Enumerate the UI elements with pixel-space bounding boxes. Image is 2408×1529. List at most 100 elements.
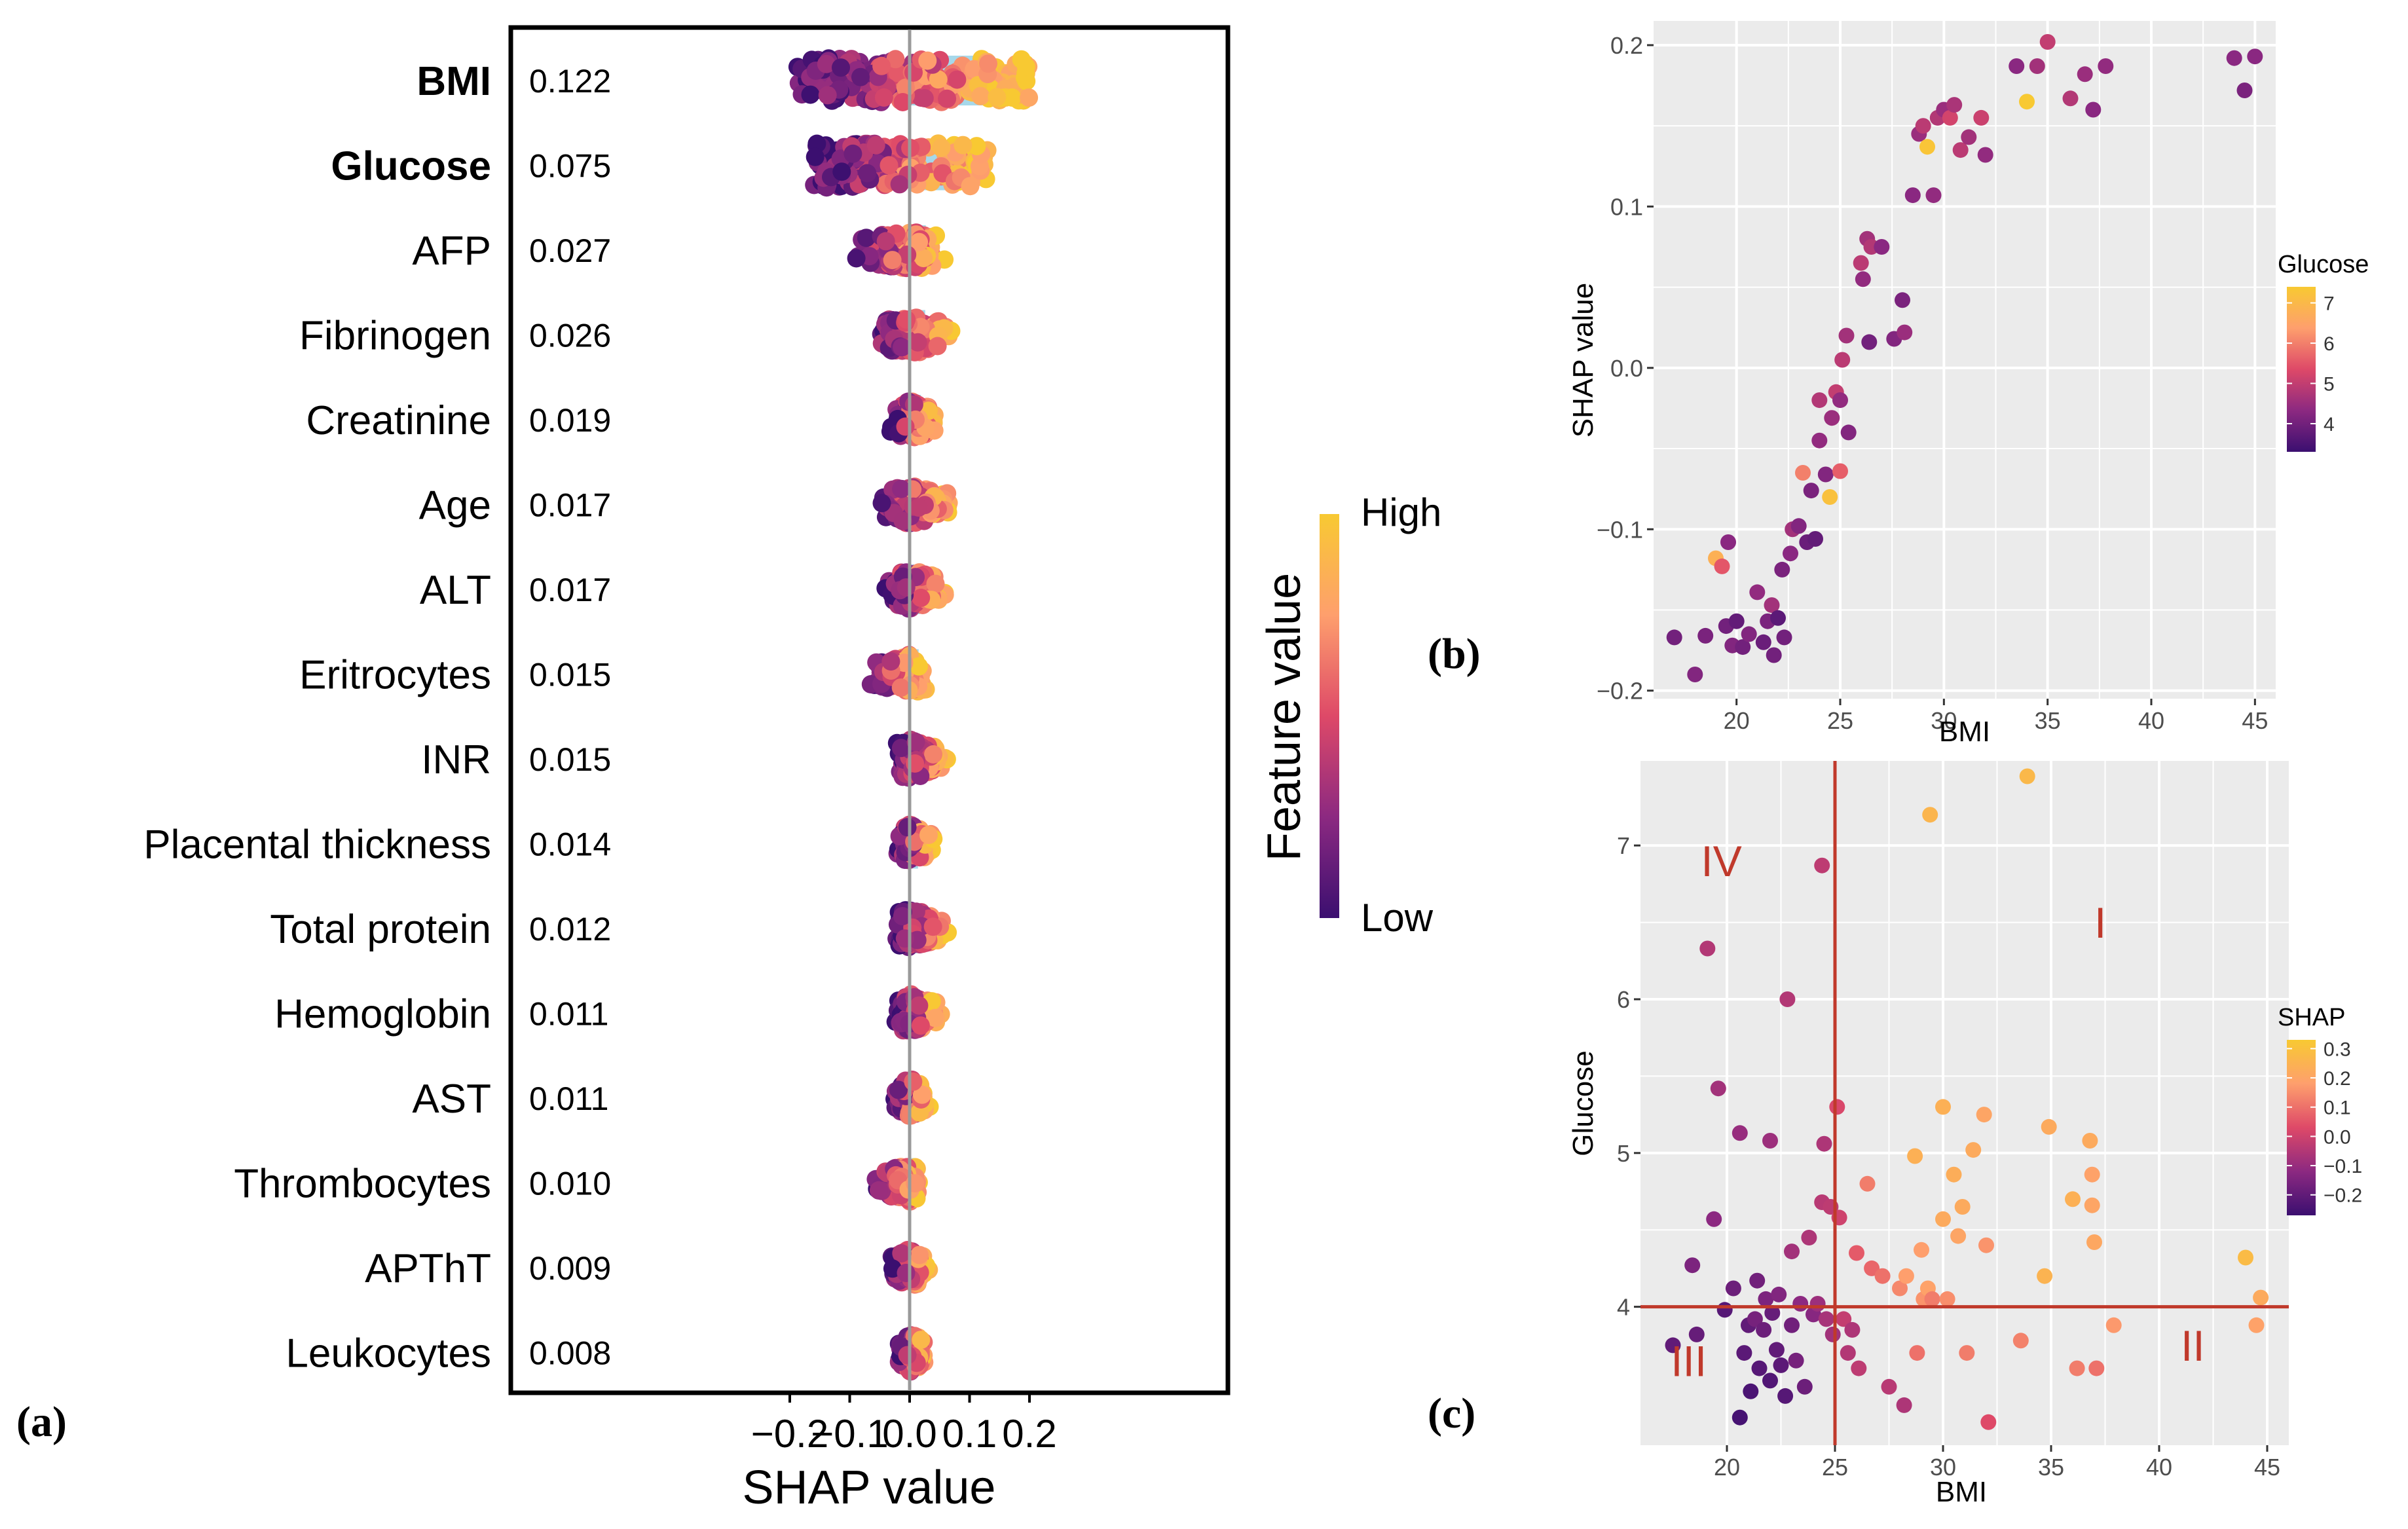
shap-point [932, 138, 951, 157]
scatter-point [1861, 334, 1878, 350]
shap-point [897, 1264, 916, 1282]
importance-value-label: 0.026 [529, 318, 611, 354]
shap-point [979, 54, 997, 73]
shap-point [909, 498, 928, 517]
shap-point [892, 479, 911, 498]
scatter-point [1688, 1326, 1705, 1342]
feature-name-label: Placental thickness [143, 822, 491, 868]
scatter-point [1952, 142, 1969, 158]
scatter-point [1836, 1311, 1852, 1327]
scatter-point [1840, 1345, 1856, 1361]
shap-point [832, 58, 850, 77]
scatter-point [2062, 90, 2079, 107]
shap-point [929, 70, 948, 89]
shap-point [891, 678, 910, 697]
panel-c-xlabel: BMI [1936, 1476, 1987, 1508]
x-tick-label: 45 [2242, 707, 2268, 734]
colorbar-gradient [2287, 1040, 2316, 1215]
x-tick-label: 25 [1827, 707, 1853, 734]
scatter-point [1790, 518, 1807, 534]
colorbar-title: SHAP [2278, 1004, 2345, 1031]
shap-point [889, 1080, 908, 1099]
shap-point [924, 745, 943, 764]
scatter-point [1924, 1291, 1940, 1307]
scatter-point [1762, 1372, 1778, 1389]
scatter-point [2088, 1360, 2105, 1376]
x-tick-label: 45 [2254, 1454, 2280, 1481]
colorbar-tick-label: 7 [2324, 293, 2335, 315]
scatter-point [1728, 613, 1745, 629]
scatter-point [1965, 1142, 1982, 1158]
shap-point [892, 1244, 911, 1262]
scatter-point [2012, 1333, 2029, 1349]
importance-value-label: 0.010 [529, 1166, 611, 1202]
colorbar-title: Glucose [2278, 251, 2369, 278]
shap-point [893, 511, 912, 530]
shap-point [926, 1008, 945, 1027]
scatter-point [1749, 584, 1766, 600]
scatter-point [1776, 629, 1792, 646]
importance-value-label: 0.019 [529, 402, 611, 439]
scatter-point [1832, 463, 1848, 479]
scatter-point [1774, 561, 1790, 578]
y-tick-label: 5 [1617, 1140, 1630, 1167]
scatter-point [1922, 807, 1938, 823]
scatter-point [1935, 1099, 1951, 1115]
y-tick-label: −0.2 [1597, 678, 1643, 705]
shap-point [872, 494, 891, 513]
scatter-point [1853, 255, 1869, 271]
scatter-point [2248, 1317, 2265, 1333]
shap-point [961, 177, 980, 196]
scatter-point [1743, 1383, 1759, 1399]
x-tick-label: 0.2 [1002, 1412, 1056, 1456]
feature-name-label: INR [421, 737, 491, 783]
shap-point [891, 739, 910, 758]
scatter-point [1764, 597, 1780, 614]
shap-point [883, 251, 902, 270]
scatter-point [1706, 1211, 1722, 1227]
x-tick-label: −0.2 [751, 1412, 828, 1456]
shap-point [912, 1331, 931, 1350]
scatter-point [1834, 352, 1851, 368]
shap-point [954, 136, 972, 155]
shap-point [912, 1085, 931, 1104]
scatter-point [2037, 1268, 2053, 1284]
feature-name-label: Eritrocytes [299, 653, 491, 698]
shap-point [893, 907, 912, 926]
x-tick-label: 0.1 [942, 1412, 997, 1456]
importance-value-label: 0.011 [529, 996, 608, 1033]
scatter-point [2077, 66, 2093, 83]
x-tick-label: 0.0 [882, 1412, 936, 1456]
colorbar-tick-label: 4 [2324, 414, 2335, 435]
shap-point [858, 164, 877, 183]
shap-point [967, 137, 986, 156]
scatter-point [1980, 1414, 1997, 1430]
shap-point [888, 64, 907, 83]
scatter-point [1844, 1321, 1861, 1338]
scatter-point [1816, 1135, 1832, 1152]
scatter-point [1874, 1268, 1891, 1284]
scatter-point [1783, 545, 1798, 562]
scatter-point [2085, 101, 2102, 118]
scatter-point [1822, 489, 1838, 505]
importance-value-label: 0.014 [529, 826, 611, 863]
scatter-point [2065, 1191, 2081, 1207]
scatter-point [1811, 392, 1828, 409]
x-tick-label: 35 [2038, 1454, 2064, 1481]
shap-point [897, 578, 916, 597]
scatter-point [1825, 1326, 1841, 1342]
scatter-point [2086, 1234, 2102, 1250]
importance-value-label: 0.027 [529, 232, 611, 269]
scatter-point [2084, 1166, 2100, 1183]
shap-point [926, 574, 945, 593]
scatter-point [2069, 1360, 2085, 1376]
scatter-point [1795, 465, 1811, 481]
scatter-point [1710, 1080, 1726, 1097]
panel-b-background [1654, 21, 2276, 699]
feature-name-label: Leukocytes [286, 1331, 491, 1376]
x-tick-label: 40 [2138, 707, 2164, 734]
shap-point [851, 67, 870, 86]
feature-name-label: Glucose [331, 144, 491, 189]
scatter-point [1699, 940, 1716, 957]
